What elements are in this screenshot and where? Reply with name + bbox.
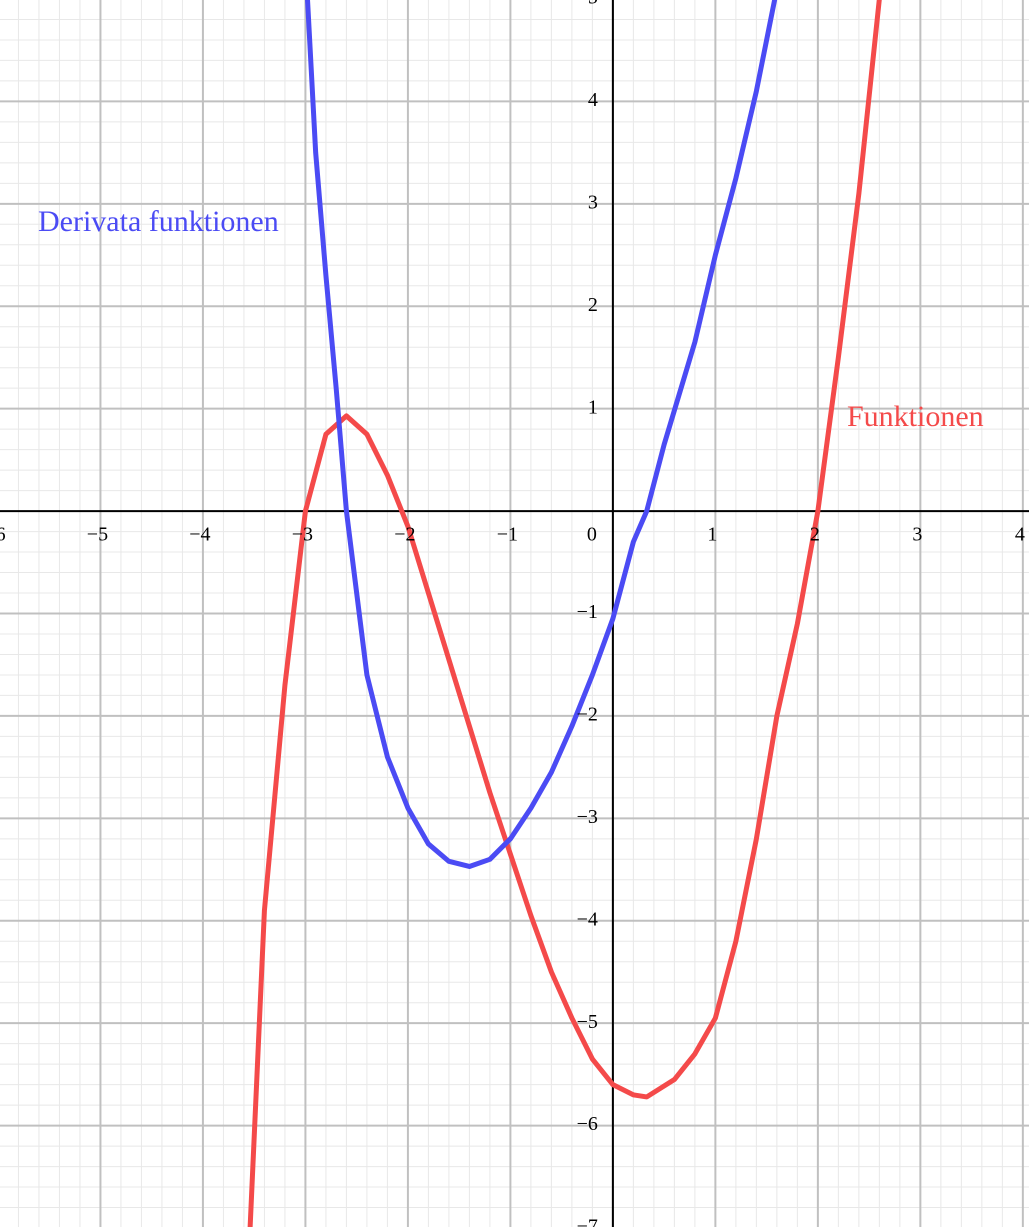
curve xyxy=(247,0,882,1227)
y-tick-label: −7 xyxy=(577,1216,598,1227)
x-tick-label: 0 xyxy=(587,524,597,546)
x-tick-label: −3 xyxy=(292,524,313,546)
y-tick-label: 2 xyxy=(588,294,598,316)
x-tick-label: −5 xyxy=(87,524,108,546)
y-tick-label: −3 xyxy=(577,806,598,828)
y-tick-label: 4 xyxy=(588,89,598,111)
y-tick-label: −1 xyxy=(577,601,598,623)
x-tick-label: 4 xyxy=(1015,524,1025,546)
y-tick-label: −6 xyxy=(577,1113,598,1135)
curve-label: Funktionen xyxy=(847,400,984,433)
curve-label: Derivata funktionen xyxy=(38,205,279,238)
x-tick-label: −6 xyxy=(0,524,6,546)
y-tick-label: 5 xyxy=(588,0,598,9)
x-tick-label: −1 xyxy=(497,524,518,546)
y-tick-label: −4 xyxy=(577,908,598,930)
y-tick-label: 3 xyxy=(588,191,598,213)
x-tick-label: 2 xyxy=(810,524,820,546)
x-tick-label: 3 xyxy=(912,524,922,546)
y-tick-label: −2 xyxy=(577,704,598,726)
curve xyxy=(305,0,778,869)
y-tick-label: 1 xyxy=(588,396,598,418)
curves xyxy=(247,0,882,1227)
x-tick-label: −4 xyxy=(189,524,210,546)
x-tick-label: 1 xyxy=(707,524,717,546)
x-tick-label: −2 xyxy=(394,524,415,546)
y-tick-label: −5 xyxy=(577,1011,598,1033)
